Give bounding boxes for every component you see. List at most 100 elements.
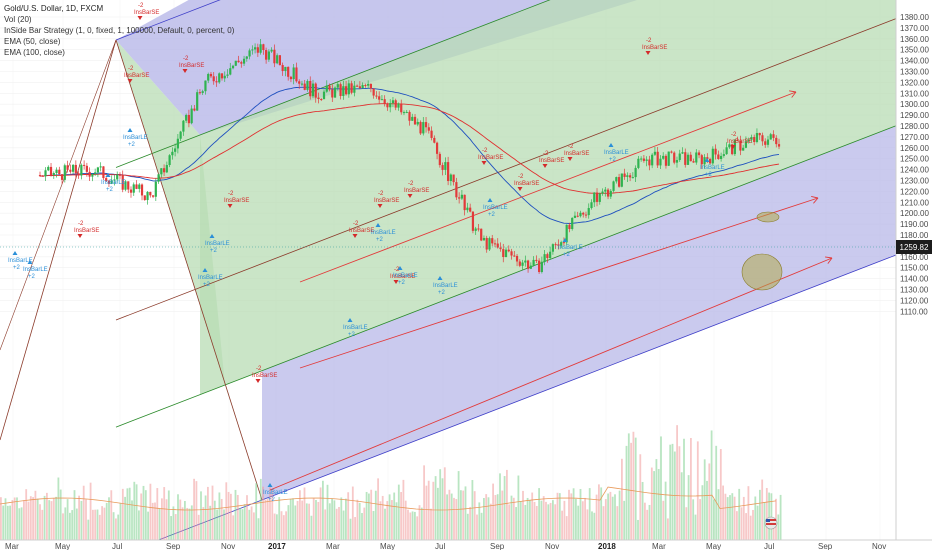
candle-body xyxy=(229,68,232,75)
candle-body xyxy=(135,184,138,189)
volume-bar xyxy=(308,503,310,540)
volume-bar xyxy=(577,505,580,540)
price-tick-label: 1180.00 xyxy=(900,231,929,240)
volume-bar xyxy=(43,495,46,540)
volume-bar xyxy=(616,506,619,540)
time-tick-label: Jul xyxy=(435,542,445,550)
candle-body xyxy=(317,97,320,100)
short-arrow-icon xyxy=(567,157,573,161)
candle-body xyxy=(678,153,681,160)
volume-bar xyxy=(110,490,113,540)
candle-body xyxy=(44,170,47,177)
us-flag-icon[interactable] xyxy=(764,516,778,530)
candle-body xyxy=(91,173,94,177)
plus-label: +2 xyxy=(376,237,384,243)
candle-body xyxy=(248,50,251,57)
volume-bar xyxy=(126,488,129,540)
candle-body xyxy=(306,80,309,90)
volume-bar xyxy=(623,500,626,540)
volume-bar xyxy=(487,497,490,540)
volume-bar xyxy=(779,494,782,540)
candle-body xyxy=(276,55,279,64)
candle-body xyxy=(162,168,166,173)
volume-bar xyxy=(512,497,515,540)
volume-bar xyxy=(356,499,359,540)
volume-bar xyxy=(618,490,621,540)
time-tick-label: Mar xyxy=(5,542,19,550)
price-tick-label: 1240.00 xyxy=(900,166,929,175)
volume-bar xyxy=(133,481,136,540)
volume-bar xyxy=(547,504,550,540)
volume-bar xyxy=(16,497,18,540)
candle-body xyxy=(356,85,359,87)
volume-bar xyxy=(34,490,37,540)
volume-bar xyxy=(496,494,499,540)
candle-body xyxy=(496,243,499,248)
candle-body xyxy=(405,111,408,113)
volume-bar xyxy=(379,501,382,540)
volume-bar xyxy=(391,500,393,540)
candle-body xyxy=(336,84,339,88)
candle-body xyxy=(711,148,714,164)
volume-bar xyxy=(483,498,485,540)
volume-bar xyxy=(671,443,674,540)
volume-bar xyxy=(184,500,186,540)
plus-label: +2 xyxy=(128,142,136,148)
volume-bar xyxy=(239,507,241,540)
short-arrow-icon xyxy=(542,164,548,168)
short-signal-label: InsBarSE xyxy=(727,139,752,145)
candle-body xyxy=(74,164,77,174)
time-tick-label: Sep xyxy=(166,542,181,550)
legend: Gold/U.S. Dollar, 1D, FXCM Vol (20) InSi… xyxy=(4,4,235,57)
volume-bar xyxy=(393,492,396,540)
candle-body xyxy=(626,175,629,177)
volume-bar xyxy=(335,508,338,540)
candlestick-series[interactable] xyxy=(38,38,781,274)
long-signal-label: InsBarLE xyxy=(205,241,230,247)
volume-bar xyxy=(73,490,76,540)
candle-body xyxy=(518,261,521,266)
time-axis[interactable]: Mar May Jul Sep Nov 2017 Mar May Jul Sep Nov 2018 Ma… xyxy=(5,542,886,550)
candle-body xyxy=(41,175,44,177)
price-axis[interactable]: 1380.00 1370.00 1360.00 1350.00 1340.00 1330.… xyxy=(900,13,929,316)
volume-bar xyxy=(92,509,94,540)
volume-bar xyxy=(554,504,557,540)
candle-body xyxy=(287,66,290,77)
volume-bar xyxy=(96,509,99,540)
minus-label: -2 xyxy=(138,3,144,9)
volume-bar xyxy=(11,500,14,540)
candle-body xyxy=(684,152,687,165)
volume-bar xyxy=(259,478,262,540)
volume-bar xyxy=(409,512,412,540)
volume-bar xyxy=(457,471,460,540)
candle-body xyxy=(521,262,524,266)
volume-bar xyxy=(326,484,329,540)
volume-bar xyxy=(312,498,315,540)
long-arrow-icon xyxy=(375,223,381,227)
candle-body xyxy=(720,155,723,160)
candle-body xyxy=(648,159,651,166)
candle-body xyxy=(281,65,284,72)
candle-body xyxy=(526,260,530,269)
volume-bar xyxy=(161,498,163,540)
candle-body xyxy=(295,67,298,82)
volume-bar xyxy=(156,488,159,540)
candle-body xyxy=(154,181,157,197)
volume-bar xyxy=(455,499,458,540)
volume-bar xyxy=(232,515,235,540)
volume-bar xyxy=(197,514,200,540)
volume-bar xyxy=(292,498,294,540)
volume-bar xyxy=(722,485,724,540)
volume-bar xyxy=(289,498,292,540)
plus-label: +2 xyxy=(609,157,617,163)
volume-bar xyxy=(506,469,508,540)
volume-bar xyxy=(749,515,752,540)
time-tick-label: Nov xyxy=(221,542,235,550)
volume-bar xyxy=(177,494,179,540)
long-signal-label: InsBarLE xyxy=(123,135,148,141)
legend-ema50: EMA (50, close) xyxy=(4,37,61,46)
candle-body xyxy=(193,108,196,111)
volume-bar xyxy=(690,438,692,540)
candle-body xyxy=(444,162,447,170)
